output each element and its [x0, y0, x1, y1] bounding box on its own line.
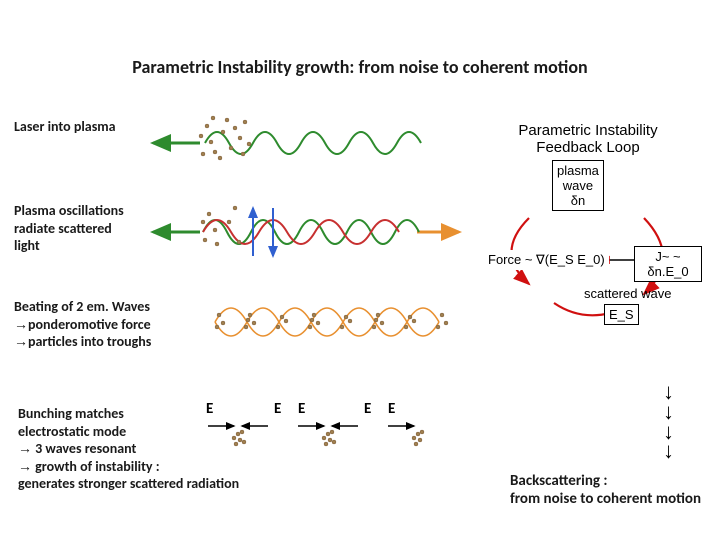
E5: E	[388, 400, 395, 418]
diag-row4	[190, 400, 440, 455]
E1: E	[206, 400, 213, 418]
feedback-loop: Parametric Instability Feedback Loop pla…	[474, 122, 702, 322]
E2: E	[274, 400, 281, 418]
down-arrows: ↓↓↓↓	[663, 382, 674, 461]
box-force: Force ~ ∇(E_S E_0)	[484, 250, 609, 270]
E3: E	[298, 400, 305, 418]
E4: E	[364, 400, 371, 418]
page-title: Parametric Instability growth: from nois…	[0, 56, 720, 78]
diag-row2	[145, 192, 465, 272]
backscatter-sub: from noise to coherent motion	[510, 490, 701, 509]
fb-title1: Parametric Instability	[474, 122, 702, 139]
backscatter-title: Backscattering :	[510, 472, 608, 491]
fb-title2: Feedback Loop	[474, 139, 702, 156]
box-plasma: plasma wave δn	[552, 160, 604, 211]
diag-row1	[145, 108, 445, 173]
box-j: J~ ~ δn.E_0	[634, 246, 702, 282]
diag-row3	[210, 285, 470, 360]
box-es: E_S	[604, 304, 639, 325]
label-laser: Laser into plasma	[14, 118, 116, 136]
label-beat: Beating of 2 em. Waves →ponderomotive fo…	[14, 298, 151, 351]
txt-scat: scattered wave	[584, 286, 671, 301]
label-osc: Plasma oscillations radiate scattered li…	[14, 202, 124, 255]
